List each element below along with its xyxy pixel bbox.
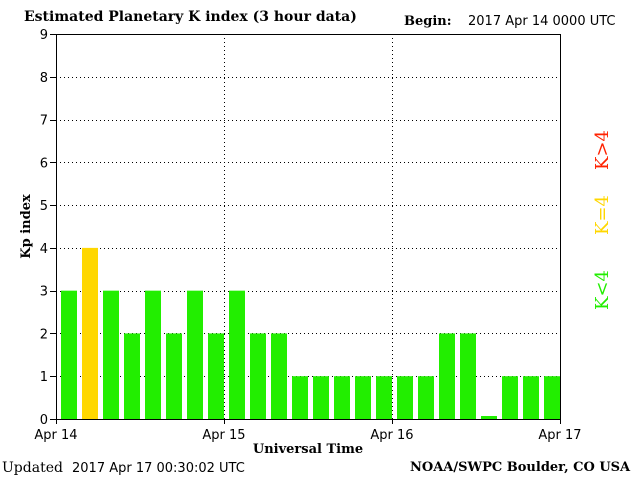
y-tick-label: 2 xyxy=(40,327,48,342)
kp-bar xyxy=(82,247,98,419)
y-tick-label: 3 xyxy=(40,285,48,300)
y-tick-label: 0 xyxy=(40,413,48,428)
y-tick-label: 1 xyxy=(40,370,48,385)
updated-value: 2017 Apr 17 00:30:02 UTC xyxy=(72,461,245,476)
legend-item: K>4 xyxy=(592,130,613,170)
legend-item: K=4 xyxy=(592,195,613,235)
kp-bar xyxy=(103,290,119,419)
kp-bar xyxy=(166,333,182,419)
kp-bar xyxy=(250,333,266,419)
kp-bar xyxy=(334,376,350,419)
y-tick-label: 8 xyxy=(40,71,48,86)
x-axis: Apr 14 Apr 15 Apr 16 Apr 17 xyxy=(34,419,582,443)
y-tick-label: 5 xyxy=(40,199,48,214)
begin-value: 2017 Apr 14 0000 UTC xyxy=(468,14,616,29)
kp-bar xyxy=(397,376,413,419)
credit-text: NOAA/SWPC Boulder, CO USA xyxy=(410,460,631,475)
kp-bar xyxy=(313,376,329,419)
y-tick-label: 7 xyxy=(40,114,48,129)
begin-label: Begin: xyxy=(404,14,452,29)
x-tick-label: Apr 14 xyxy=(34,428,77,443)
y-tick-label: 9 xyxy=(40,28,48,43)
kp-bar xyxy=(376,376,392,419)
kp-bar xyxy=(544,376,560,419)
chart-title: Estimated Planetary K index (3 hour data… xyxy=(24,9,357,25)
x-axis-title: Universal Time xyxy=(253,442,363,457)
kp-bar xyxy=(481,416,497,419)
x-tick-label: Apr 16 xyxy=(370,428,413,443)
x-tick-label: Apr 15 xyxy=(202,428,245,443)
x-tick-label: Apr 17 xyxy=(538,428,581,443)
y-axis: 0 1 2 3 4 5 6 7 8 9 xyxy=(40,28,56,428)
legend: K>4 K=4 K<4 xyxy=(592,130,613,310)
kp-bar xyxy=(439,333,455,419)
kp-bar xyxy=(502,376,518,419)
y-tick-label: 6 xyxy=(40,156,48,171)
kp-bar xyxy=(271,333,287,419)
kp-bar xyxy=(145,290,161,419)
bar-series xyxy=(61,247,560,419)
kp-bar xyxy=(292,376,308,419)
kp-bar xyxy=(187,290,203,419)
kp-bar xyxy=(523,376,539,419)
kp-bar xyxy=(460,333,476,419)
kp-bar xyxy=(355,376,371,419)
kp-bar xyxy=(124,333,140,419)
y-tick-label: 4 xyxy=(40,242,48,257)
updated-label: Updated xyxy=(2,460,63,476)
kp-bar xyxy=(208,333,224,419)
plot-frame xyxy=(56,34,561,420)
kp-bar xyxy=(61,290,77,419)
kp-bar xyxy=(229,290,245,419)
y-axis-title: Kp index xyxy=(19,194,34,259)
kp-bar xyxy=(418,376,434,419)
legend-item: K<4 xyxy=(592,270,613,310)
